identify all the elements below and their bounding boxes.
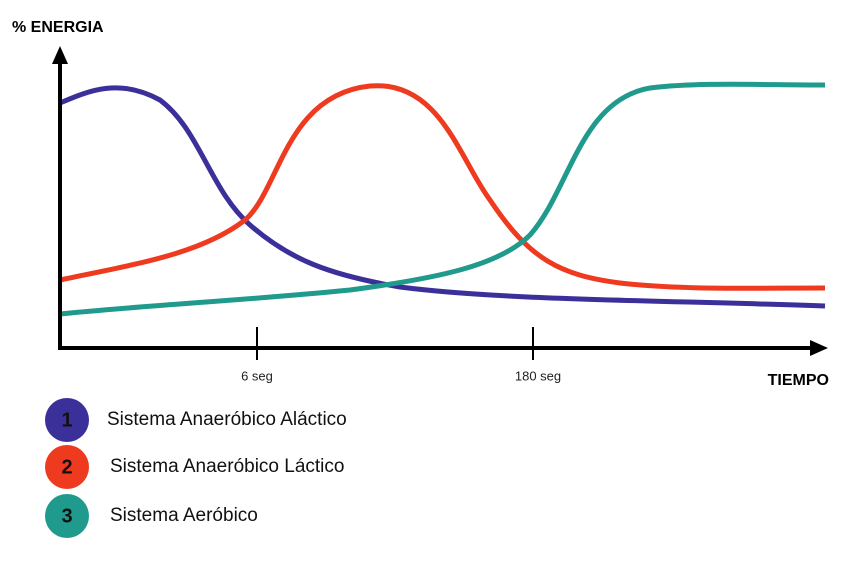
legend-label: Sistema Anaeróbico Láctico: [110, 456, 344, 477]
legend-badge: [45, 398, 89, 442]
x-arrow: [810, 340, 828, 356]
curve-lactic: [59, 83, 826, 291]
legend-number: 1: [61, 409, 72, 431]
y-arrow: [52, 46, 68, 64]
x-axis-title: TIEMPO: [768, 372, 829, 389]
curve-alactic: [59, 85, 826, 309]
legend-number: 3: [61, 505, 72, 527]
y-axis-title: % ENERGIA: [12, 19, 104, 36]
legend-label: Sistema Aeróbico: [110, 505, 258, 526]
legend-number: 2: [61, 456, 72, 478]
legend-label: Sistema Anaeróbico Aláctico: [107, 409, 347, 430]
legend-badge: [45, 494, 89, 538]
legend-badge: [45, 445, 89, 489]
curve-aerobic: [59, 81, 826, 317]
x-mark-label: 6 seg: [241, 368, 273, 383]
x-mark-label: 180 seg: [515, 368, 561, 383]
